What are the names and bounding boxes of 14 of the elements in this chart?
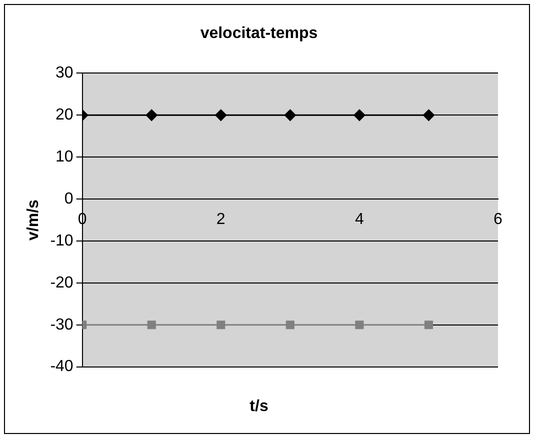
chart-title: velocitat-temps [200, 25, 318, 42]
y-tick-label: -20 [50, 274, 74, 292]
y-tick-label: -40 [50, 358, 74, 376]
x-tick-label: 4 [354, 211, 364, 228]
y-tick-label: 30 [56, 64, 74, 82]
y-axis-title: v/m/s [25, 199, 42, 240]
x-axis-title: t/s [250, 398, 268, 415]
y-tick-label: 10 [56, 148, 74, 166]
y-tick-label: -10 [50, 232, 74, 250]
y-tick-label: 20 [56, 106, 74, 124]
x-tick-label: 2 [216, 211, 226, 228]
y-tick-label: -30 [50, 316, 74, 334]
x-tick-label: 6 [494, 211, 503, 228]
y-tick-label: 0 [64, 190, 74, 208]
